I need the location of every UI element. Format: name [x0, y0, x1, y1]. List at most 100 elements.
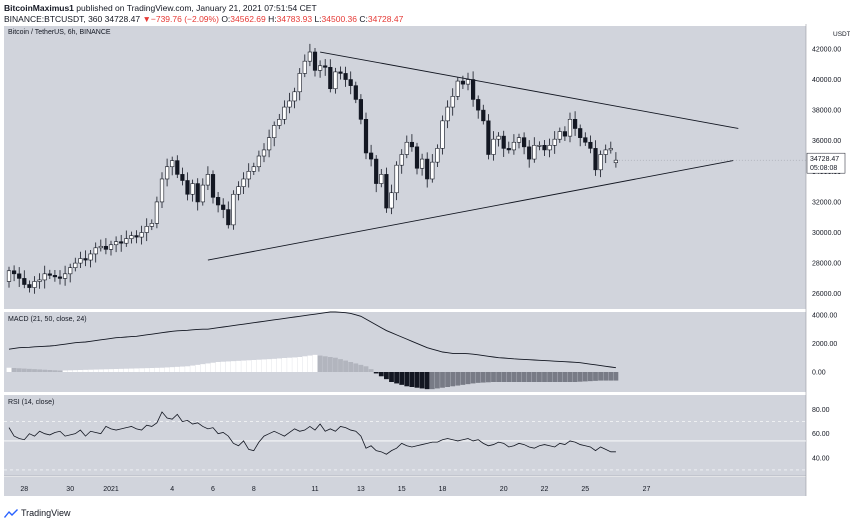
macd-tick-label: 2000.00: [812, 341, 837, 348]
macd-histogram-bar: [480, 372, 486, 383]
candle-body: [328, 67, 333, 90]
candle-body: [119, 241, 124, 244]
candle-body: [170, 160, 175, 168]
candle-body: [323, 65, 328, 68]
price-tick-label: 28000.00: [812, 261, 841, 268]
macd-histogram-bar: [37, 369, 42, 372]
macd-histogram-bar: [542, 372, 547, 382]
candle-body: [292, 91, 297, 102]
macd-histogram-bar: [531, 372, 537, 382]
macd-histogram-bar: [185, 366, 190, 372]
macd-histogram-bar: [169, 367, 175, 372]
macd-histogram-bar: [67, 370, 73, 372]
macd-histogram-bar: [424, 372, 430, 390]
macd-histogram-bar: [608, 372, 614, 381]
macd-histogram-bar: [368, 369, 374, 372]
price-tick-label: 42000.00: [812, 46, 841, 53]
rsi-tick-label: 80.00: [812, 407, 830, 414]
macd-histogram-bar: [129, 368, 134, 372]
candle-body: [37, 279, 42, 282]
candle-body: [62, 273, 68, 279]
macd-histogram-bar: [491, 372, 496, 382]
macd-histogram-bar: [465, 372, 471, 385]
candle-body: [287, 100, 292, 108]
candle-body: [389, 192, 394, 209]
candle-body: [108, 244, 114, 250]
candle-body: [277, 119, 282, 126]
candle-body: [384, 174, 389, 209]
candle-body: [542, 145, 547, 151]
time-tick-label: 11: [311, 486, 318, 493]
candle-body: [374, 158, 379, 184]
macd-histogram-bar: [215, 362, 221, 372]
candle-body: [516, 137, 522, 143]
macd-histogram-bar: [317, 355, 323, 372]
macd-histogram-bar: [287, 357, 292, 372]
candle-body: [175, 160, 180, 175]
macd-histogram-bar: [358, 364, 364, 372]
candle-body: [358, 99, 364, 120]
macd-histogram-bar: [521, 372, 527, 382]
candle-body: [139, 232, 144, 238]
candle-body: [180, 174, 185, 181]
candle-body: [261, 149, 267, 157]
macd-histogram-bar: [613, 372, 619, 381]
macd-histogram-bar: [282, 358, 287, 372]
time-axis-bg: [4, 477, 806, 496]
macd-histogram-bar: [78, 370, 83, 372]
candle-body: [256, 155, 262, 168]
macd-histogram-bar: [603, 372, 609, 381]
time-tick-label: 13: [357, 486, 365, 493]
rsi-title: RSI (14, close): [8, 399, 54, 406]
macd-histogram-bar: [205, 363, 211, 372]
macd-histogram-bar: [348, 362, 354, 372]
last-price-badge: [806, 152, 846, 174]
candle-body: [210, 174, 216, 198]
candle-body: [440, 120, 445, 149]
candle-body: [363, 119, 369, 154]
macd-histogram-bar: [389, 372, 394, 382]
macd-histogram-bar: [276, 358, 282, 372]
candle-body: [134, 235, 139, 238]
author-name: BitcoinMaximus1: [4, 3, 74, 13]
open-value: 34562.69: [230, 14, 266, 24]
macd-histogram-bar: [327, 357, 333, 372]
time-tick-label: 18: [439, 486, 447, 493]
candle-body: [593, 148, 598, 171]
macd-histogram-bar: [353, 363, 359, 372]
macd-histogram-bar: [343, 360, 348, 372]
macd-histogram-bar: [302, 356, 308, 372]
candle-body: [465, 79, 471, 85]
candle-body: [486, 120, 491, 155]
candle-body: [598, 154, 603, 171]
macd-histogram-bar: [180, 366, 185, 372]
macd-histogram-bar: [440, 372, 445, 388]
time-tick-label: 15: [398, 486, 406, 493]
macd-histogram-bar: [200, 364, 206, 372]
price-tick-label: 38000.00: [812, 108, 841, 115]
candle-body: [348, 79, 353, 86]
macd-histogram-bar: [399, 372, 405, 385]
price-tick-label: 26000.00: [812, 291, 841, 298]
macd-histogram-bar: [83, 369, 88, 372]
candle-body: [226, 209, 231, 226]
macd-histogram-bar: [526, 372, 532, 382]
candle-body: [124, 238, 129, 244]
candle-body: [236, 186, 241, 195]
open-label: O:: [221, 14, 231, 24]
candle-body: [231, 193, 236, 226]
rsi-pane-bg: [4, 395, 806, 476]
macd-histogram-bar: [159, 367, 165, 372]
macd-histogram-bar: [435, 372, 440, 389]
footer-brand: TradingView: [21, 508, 71, 518]
candle-body: [567, 119, 573, 137]
time-tick-label: 2021: [103, 486, 119, 493]
macd-histogram-bar: [445, 372, 450, 387]
price-pane-bg: [4, 26, 806, 309]
macd-histogram-bar: [6, 367, 12, 372]
candle-body: [317, 65, 323, 71]
chart-canvas[interactable]: 42000.0040000.0038000.0036000.0034000.00…: [0, 24, 850, 506]
candle-body: [6, 270, 12, 282]
candle-body: [12, 270, 17, 275]
macd-histogram-bar: [429, 372, 435, 390]
